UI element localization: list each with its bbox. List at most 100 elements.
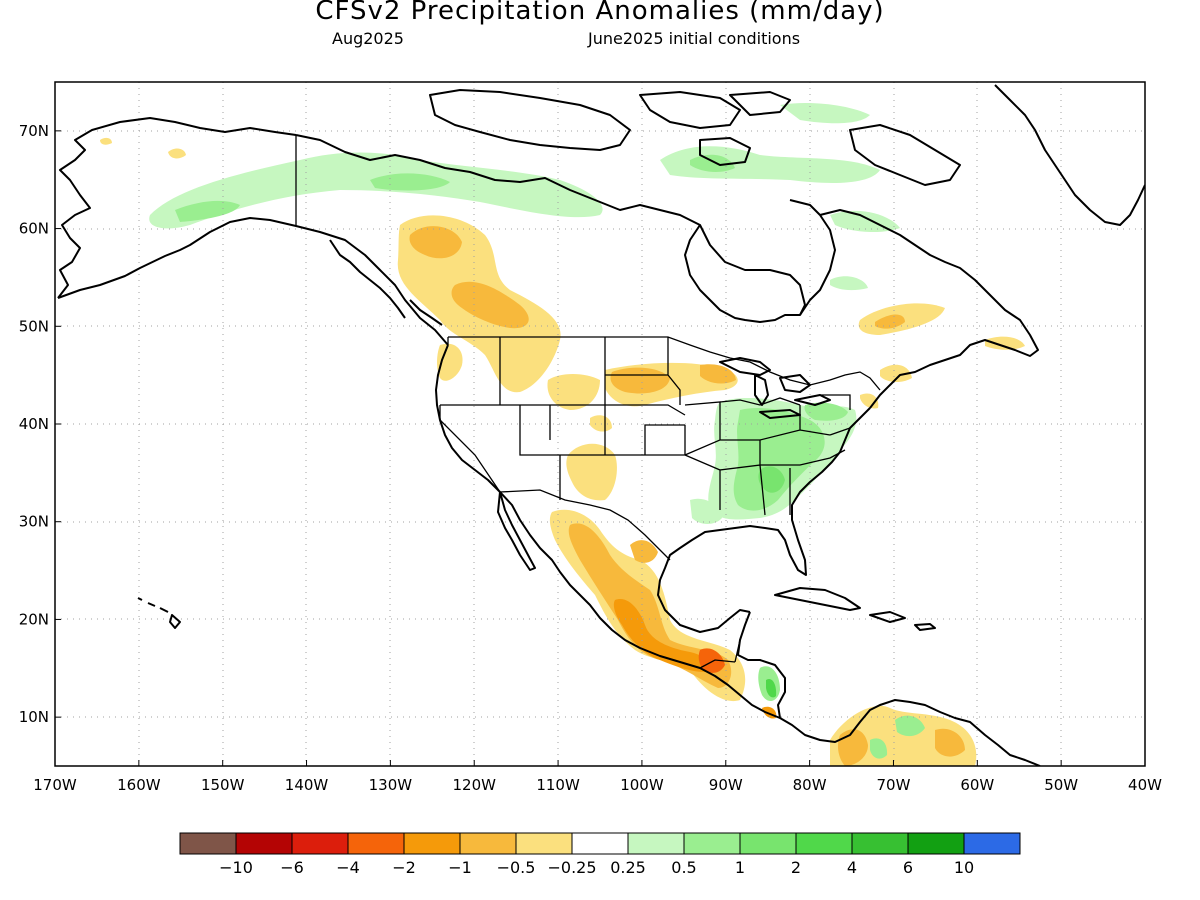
anomaly-mexico-dry-3 [613,599,708,672]
border-us-canada [448,336,881,391]
anomaly-southeast-us-wet-3 [758,466,785,493]
initial-conditions: June2025 initial conditions [588,29,801,48]
colorbar-label: 4 [847,858,857,877]
lat-tick-label: 10N [19,708,49,726]
anomaly-fills [100,103,1025,766]
lon-tick-label: 70W [877,776,911,794]
colorbar-labels: −10 −6 −4 −2 −1 −0.5 −0.25 0.25 0.5 1 2 4 6 10 [219,858,974,877]
coast-hudson [684,199,836,323]
coast-hawaii [137,597,181,629]
anomaly-southwest-dry [566,415,617,501]
lon-tick-label: 80W [793,776,827,794]
lat-tick-label: 50N [19,317,49,335]
colorbar-swatch [235,832,293,855]
lat-tick-label: 60N [19,220,49,238]
colorbar-swatch [795,832,853,855]
forecast-month: Aug2025 [332,29,404,48]
coast-alaska-west [57,117,297,299]
anomaly-guatemala-dry [698,648,725,673]
coast-cuba [774,587,936,631]
colorbar-label: −1 [448,858,472,877]
colorbar-label: 10 [954,858,974,877]
anomaly-western-canada-dry-2 [409,226,529,329]
coast-yucatan [737,611,1041,766]
lon-tick-label: 140W [285,776,329,794]
colorbar-label: −2 [392,858,416,877]
latitude-axis: 10N 20N 30N 40N 50N 60N 70N [19,122,61,726]
lat-tick-label: 30N [19,513,49,531]
anomaly-baffin-wet-2 [690,154,735,172]
anomaly-ohio-valley-wet [804,402,848,421]
colorbar-label: 0.5 [671,858,696,877]
map-title: CFSv2 Precipitation Anomalies (mm/day) [315,0,885,26]
coast-us-east [657,407,871,633]
colorbar-swatch [739,832,797,855]
colorbar-swatch [347,832,405,855]
colorbar-label: −0.5 [497,858,536,877]
coast-greenland [994,84,1145,226]
colorbar-label: 0.25 [610,858,646,877]
lon-tick-label: 120W [452,776,496,794]
colorbar-label: −10 [219,858,253,877]
lon-tick-label: 170W [33,776,77,794]
colorbar-swatch [683,832,741,855]
borders [295,135,881,669]
anomaly-texas-wet [690,498,722,524]
lat-lon-grid [55,82,1145,766]
colorbar-label: 6 [903,858,913,877]
lon-tick-label: 150W [201,776,245,794]
colorbar-label: −6 [280,858,304,877]
colorbar-label: 2 [791,858,801,877]
coast-alaska [57,217,449,346]
anomaly-newfoundland-dry [880,336,1025,383]
lon-tick-label: 90W [709,776,743,794]
anomaly-labrador-dry-2 [875,314,905,329]
great-lakes [719,357,831,419]
map-area [55,82,1145,766]
colorbar-swatch [403,832,461,855]
colorbar-swatch [851,832,909,855]
lon-tick-label: 100W [620,776,664,794]
colorbar-swatch [291,832,349,855]
colorbar-swatch [459,832,517,855]
border-us-mexico [499,489,671,561]
anomaly-southeast-us-wet-2 [733,408,825,511]
lon-tick-label: 50W [1044,776,1078,794]
lon-tick-label: 160W [117,776,161,794]
coast-baja [497,491,536,571]
coast-bc-fjords [329,239,443,326]
colorbar-swatch [627,832,685,855]
coast-west [435,344,781,719]
anomaly-arctic-wet-2 [175,173,450,222]
anomaly-colombia-dry-2 [837,728,965,766]
colorbar-swatch [515,832,573,855]
colorbar-swatch [179,832,237,855]
anomaly-yukon-dry [100,137,186,159]
colorbar-swatch [963,832,1021,855]
colorbar-swatch [907,832,965,855]
coast-arctic-islands [429,89,961,186]
colorbar-swatch [571,832,629,855]
anomaly-central-america-wet-2 [766,678,777,698]
lon-tick-label: 40W [1128,776,1162,794]
colorbar [179,832,1021,855]
state-borders [439,337,851,516]
anomaly-pnw-dry [437,343,463,381]
lon-tick-label: 60W [960,776,994,794]
lat-tick-label: 40N [19,415,49,433]
anomaly-venezuela-wet [870,715,925,759]
lat-tick-label: 20N [19,610,49,628]
longitude-axis: 170W 160W 150W 140W 130W 120W 110W 100W 90W 80W 70… [33,760,1162,794]
anomaly-arctic-wet [149,152,603,229]
colorbar-label: −4 [336,858,360,877]
colorbar-label: −0.25 [547,858,596,877]
anomaly-mexico-dry-2 [568,523,732,688]
border-guatemala [699,639,741,669]
lon-tick-label: 110W [536,776,580,794]
coast-labrador [819,209,1039,409]
coastlines [57,84,1145,766]
anomaly-northern-plains-dry-2 [610,364,736,394]
lat-tick-label: 70N [19,122,49,140]
colorbar-label: 1 [735,858,745,877]
